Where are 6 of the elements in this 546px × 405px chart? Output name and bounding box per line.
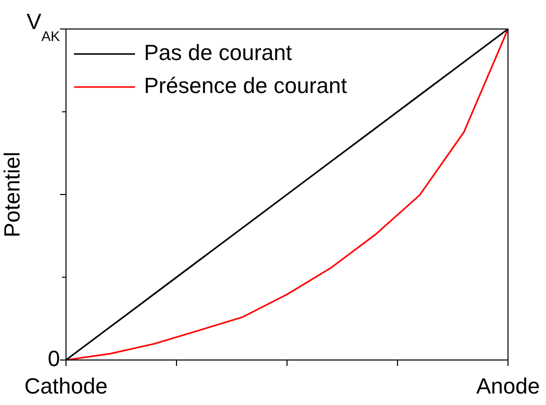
- text: 0: [48, 346, 60, 372]
- x-tick-label: Cathode: [24, 373, 108, 398]
- legend-label: Présence de courant: [144, 73, 348, 98]
- legend-label: Pas de courant: [144, 40, 292, 66]
- x-tick-label: Anode: [476, 373, 540, 398]
- y-axis-title: Potentiel: [0, 152, 24, 238]
